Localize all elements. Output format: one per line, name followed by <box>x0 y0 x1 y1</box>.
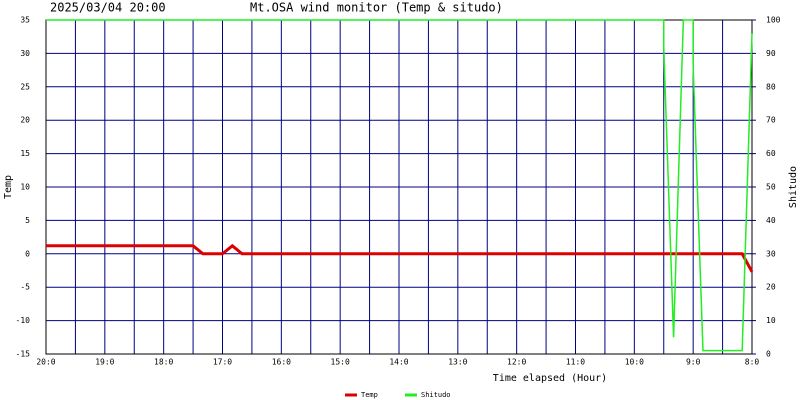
y-tick-label: -5 <box>20 283 30 292</box>
y-tick-label: 25 <box>20 82 30 91</box>
y2-tick-label: 10 <box>766 316 776 325</box>
y-tick-label: 35 <box>20 16 30 25</box>
y2-tick-label: 80 <box>766 82 776 91</box>
x-axis-label: Time elapsed (Hour) <box>493 373 607 384</box>
y-tick-label: -10 <box>16 316 31 325</box>
y-tick-label: 5 <box>25 216 30 225</box>
series-line <box>46 243 754 273</box>
y2-tick-label: 50 <box>766 183 776 192</box>
y-tick-label: 0 <box>25 249 30 258</box>
legend-label: Shitudo <box>421 391 451 399</box>
x-tick-label: 9:0 <box>686 358 701 367</box>
x-tick-label: 19:0 <box>95 358 114 367</box>
x-tick-label: 15:0 <box>331 358 350 367</box>
x-tick-label: 17:0 <box>213 358 232 367</box>
x-tick-label: 13:0 <box>448 358 467 367</box>
x-tick-label: 18:0 <box>154 358 173 367</box>
y2-tick-label: 70 <box>766 116 776 125</box>
y-axis-label: Temp <box>3 175 14 199</box>
y-tick-label: -15 <box>16 350 31 359</box>
y-tick-label: 15 <box>20 149 30 158</box>
x-tick-label: 8:0 <box>745 358 760 367</box>
y2-tick-label: 0 <box>766 350 771 359</box>
y2-tick-label: 60 <box>766 149 776 158</box>
x-tick-label: 14:0 <box>389 358 408 367</box>
chart-title: Mt.OSA wind monitor (Temp & situdo) <box>250 1 503 15</box>
y2-tick-label: 40 <box>766 216 776 225</box>
y2-tick-label: 30 <box>766 249 776 258</box>
y-tick-label: 20 <box>20 116 30 125</box>
y2-tick-label: 20 <box>766 283 776 292</box>
x-tick-label: 20:0 <box>36 358 55 367</box>
x-tick-label: 11:0 <box>566 358 585 367</box>
x-tick-label: 10:0 <box>625 358 644 367</box>
series-line <box>46 19 753 352</box>
timestamp: 2025/03/04 20:00 <box>50 1 166 15</box>
y2-tick-label: 90 <box>766 49 776 58</box>
y-tick-label: 10 <box>20 183 30 192</box>
x-tick-label: 16:0 <box>272 358 291 367</box>
x-tick-label: 12:0 <box>507 358 526 367</box>
legend-label: Temp <box>361 391 378 399</box>
y-tick-label: 30 <box>20 49 30 58</box>
y2-tick-label: 100 <box>766 16 781 25</box>
y2-axis-label: Shitudo <box>788 166 799 208</box>
